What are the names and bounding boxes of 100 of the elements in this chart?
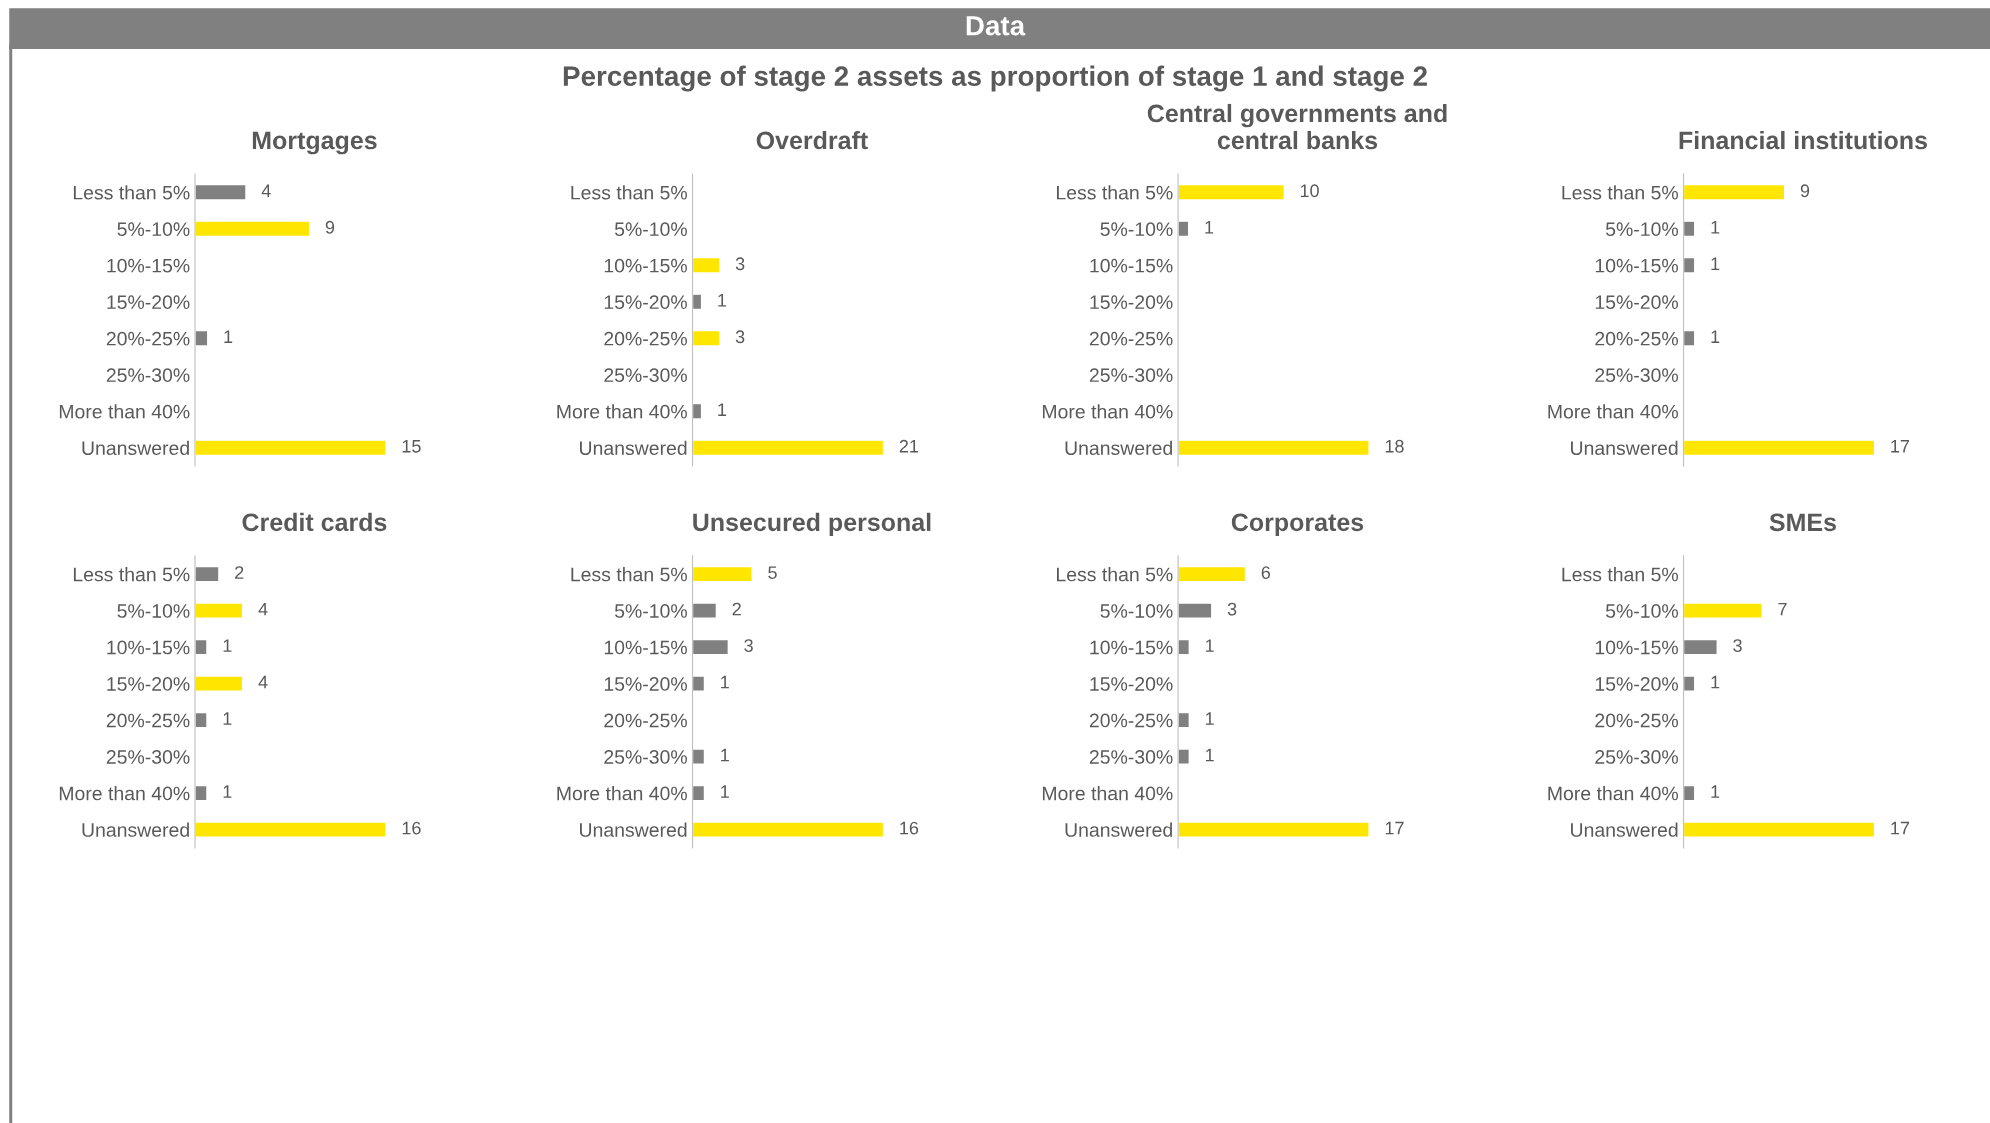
y-tick-label: More than 40% xyxy=(1548,786,1678,801)
y-tick-label: 10%-15% xyxy=(1595,258,1678,273)
chart-title: Central governments and central banks xyxy=(1147,103,1447,150)
y-tick-label: 10%-15% xyxy=(1595,640,1678,655)
data-label: 16 xyxy=(402,821,421,835)
y-tick-label: 5%-10% xyxy=(614,604,687,618)
data-label: 3 xyxy=(1227,602,1237,616)
y-tick-label: 20%-25% xyxy=(1595,331,1678,346)
data-label: 17 xyxy=(1891,821,1910,835)
y-tick-label: 5%-10% xyxy=(117,604,190,618)
chart-title: Overdraft xyxy=(756,130,868,150)
y-tick-label: 10%-15% xyxy=(107,640,190,655)
chart-title: Corporates xyxy=(1231,513,1364,537)
y-tick-label: More than 40% xyxy=(1042,404,1173,419)
y-tick-label: Unanswered xyxy=(580,822,687,837)
bar xyxy=(195,821,387,838)
bar xyxy=(1683,675,1696,692)
y-tick-label: 5%-10% xyxy=(1605,222,1678,237)
y-tick-label: Unanswered xyxy=(1571,822,1678,837)
y-tick-label: 25%-30% xyxy=(604,368,687,383)
y-tick-label: Unanswered xyxy=(1571,440,1678,456)
data-label: 7 xyxy=(1778,602,1787,616)
bar xyxy=(195,675,244,692)
data-label: 1 xyxy=(718,294,727,307)
data-label: 9 xyxy=(1800,184,1810,198)
data-label: 3 xyxy=(1733,639,1742,652)
bar xyxy=(1178,602,1213,619)
y-tick-label: More than 40% xyxy=(59,786,190,801)
data-label: 1 xyxy=(223,785,232,798)
bar xyxy=(692,748,706,765)
data-label: 3 xyxy=(735,330,745,344)
data-label: 1 xyxy=(718,403,727,416)
data-label: 6 xyxy=(1261,566,1271,579)
y-tick-label: 25%-30% xyxy=(1595,368,1678,383)
y-tick-label: 20%-25% xyxy=(106,713,190,728)
text: Data xyxy=(966,16,1026,36)
data-label: 5 xyxy=(768,566,777,579)
y-tick-label: 25%-30% xyxy=(1089,750,1173,764)
chart-title: Mortgages xyxy=(252,131,377,155)
y-tick-label: Less than 5% xyxy=(1057,185,1173,200)
y-tick-label: 15%-20% xyxy=(1595,295,1678,310)
y-tick-label: 15%-20% xyxy=(604,295,687,310)
y-tick-label: Less than 5% xyxy=(1057,567,1173,582)
y-tick-label: Less than 5% xyxy=(73,567,190,582)
data-label: 1 xyxy=(1711,675,1720,689)
bar xyxy=(195,638,208,656)
y-tick-label: 10%-15% xyxy=(604,640,687,655)
bar xyxy=(195,784,208,802)
y-tick-label: 15%-20% xyxy=(604,677,687,691)
bar xyxy=(692,675,706,692)
bar xyxy=(195,439,387,457)
data-label: 1 xyxy=(224,330,233,343)
y-tick-label: 20%-25% xyxy=(1595,713,1678,728)
data-label: 1 xyxy=(1711,330,1720,343)
y-tick-label: Unanswered xyxy=(580,440,687,456)
data-label: 1 xyxy=(1711,257,1720,270)
y-tick-label: 5%-10% xyxy=(117,222,190,237)
data-label: 3 xyxy=(744,639,753,652)
data-label: 1 xyxy=(223,639,232,652)
data-label: 1 xyxy=(1205,712,1214,725)
y-tick-label: Unanswered xyxy=(82,822,189,837)
bar xyxy=(692,565,753,583)
y-tick-label: 25%-30% xyxy=(1595,750,1678,764)
data-label: 2 xyxy=(732,602,741,616)
y-tick-label: 10%-15% xyxy=(107,258,190,273)
y-tick-label: More than 40% xyxy=(59,404,190,419)
chart-title: Unsecured personal xyxy=(693,512,931,537)
y-tick-label: Less than 5% xyxy=(73,185,190,200)
y-tick-label: 20%-25% xyxy=(106,331,190,346)
bar xyxy=(195,220,311,238)
data-label: 4 xyxy=(258,675,268,689)
bar xyxy=(195,329,209,347)
y-tick-label: 25%-30% xyxy=(1089,368,1173,383)
chart-title: Financial institutions xyxy=(1679,130,1927,150)
y-tick-label: 5%-10% xyxy=(1100,222,1173,237)
data-label: 1 xyxy=(1205,748,1214,762)
data-label: 17 xyxy=(1385,821,1404,835)
y-tick-label: Less than 5% xyxy=(1562,567,1678,582)
text: Percentage of stage 2 assets as proportion of stage 1 and stage 2 xyxy=(563,65,1427,92)
y-tick-label: More than 40% xyxy=(557,786,687,801)
y-tick-label: 10%-15% xyxy=(1090,640,1173,655)
y-tick-label: 10%-15% xyxy=(604,258,687,273)
y-tick-label: Less than 5% xyxy=(571,185,687,200)
bar xyxy=(1178,748,1191,765)
y-tick-label: More than 40% xyxy=(1548,404,1678,419)
y-tick-label: 15%-20% xyxy=(1595,677,1678,691)
chart-title: Credit cards xyxy=(242,512,387,532)
y-tick-label: Unanswered xyxy=(82,440,189,456)
data-label: 17 xyxy=(1891,440,1910,453)
y-tick-label: More than 40% xyxy=(557,404,687,419)
data-label: 1 xyxy=(1205,639,1214,652)
data-label: 1 xyxy=(223,712,232,725)
data-label: 1 xyxy=(721,675,729,689)
data-label: 21 xyxy=(899,439,919,453)
bar xyxy=(195,183,247,201)
bar xyxy=(692,638,730,656)
data-label: 1 xyxy=(721,748,729,762)
y-tick-label: More than 40% xyxy=(1042,786,1173,801)
y-tick-label: 5%-10% xyxy=(614,222,687,237)
y-tick-label: Less than 5% xyxy=(571,567,687,582)
